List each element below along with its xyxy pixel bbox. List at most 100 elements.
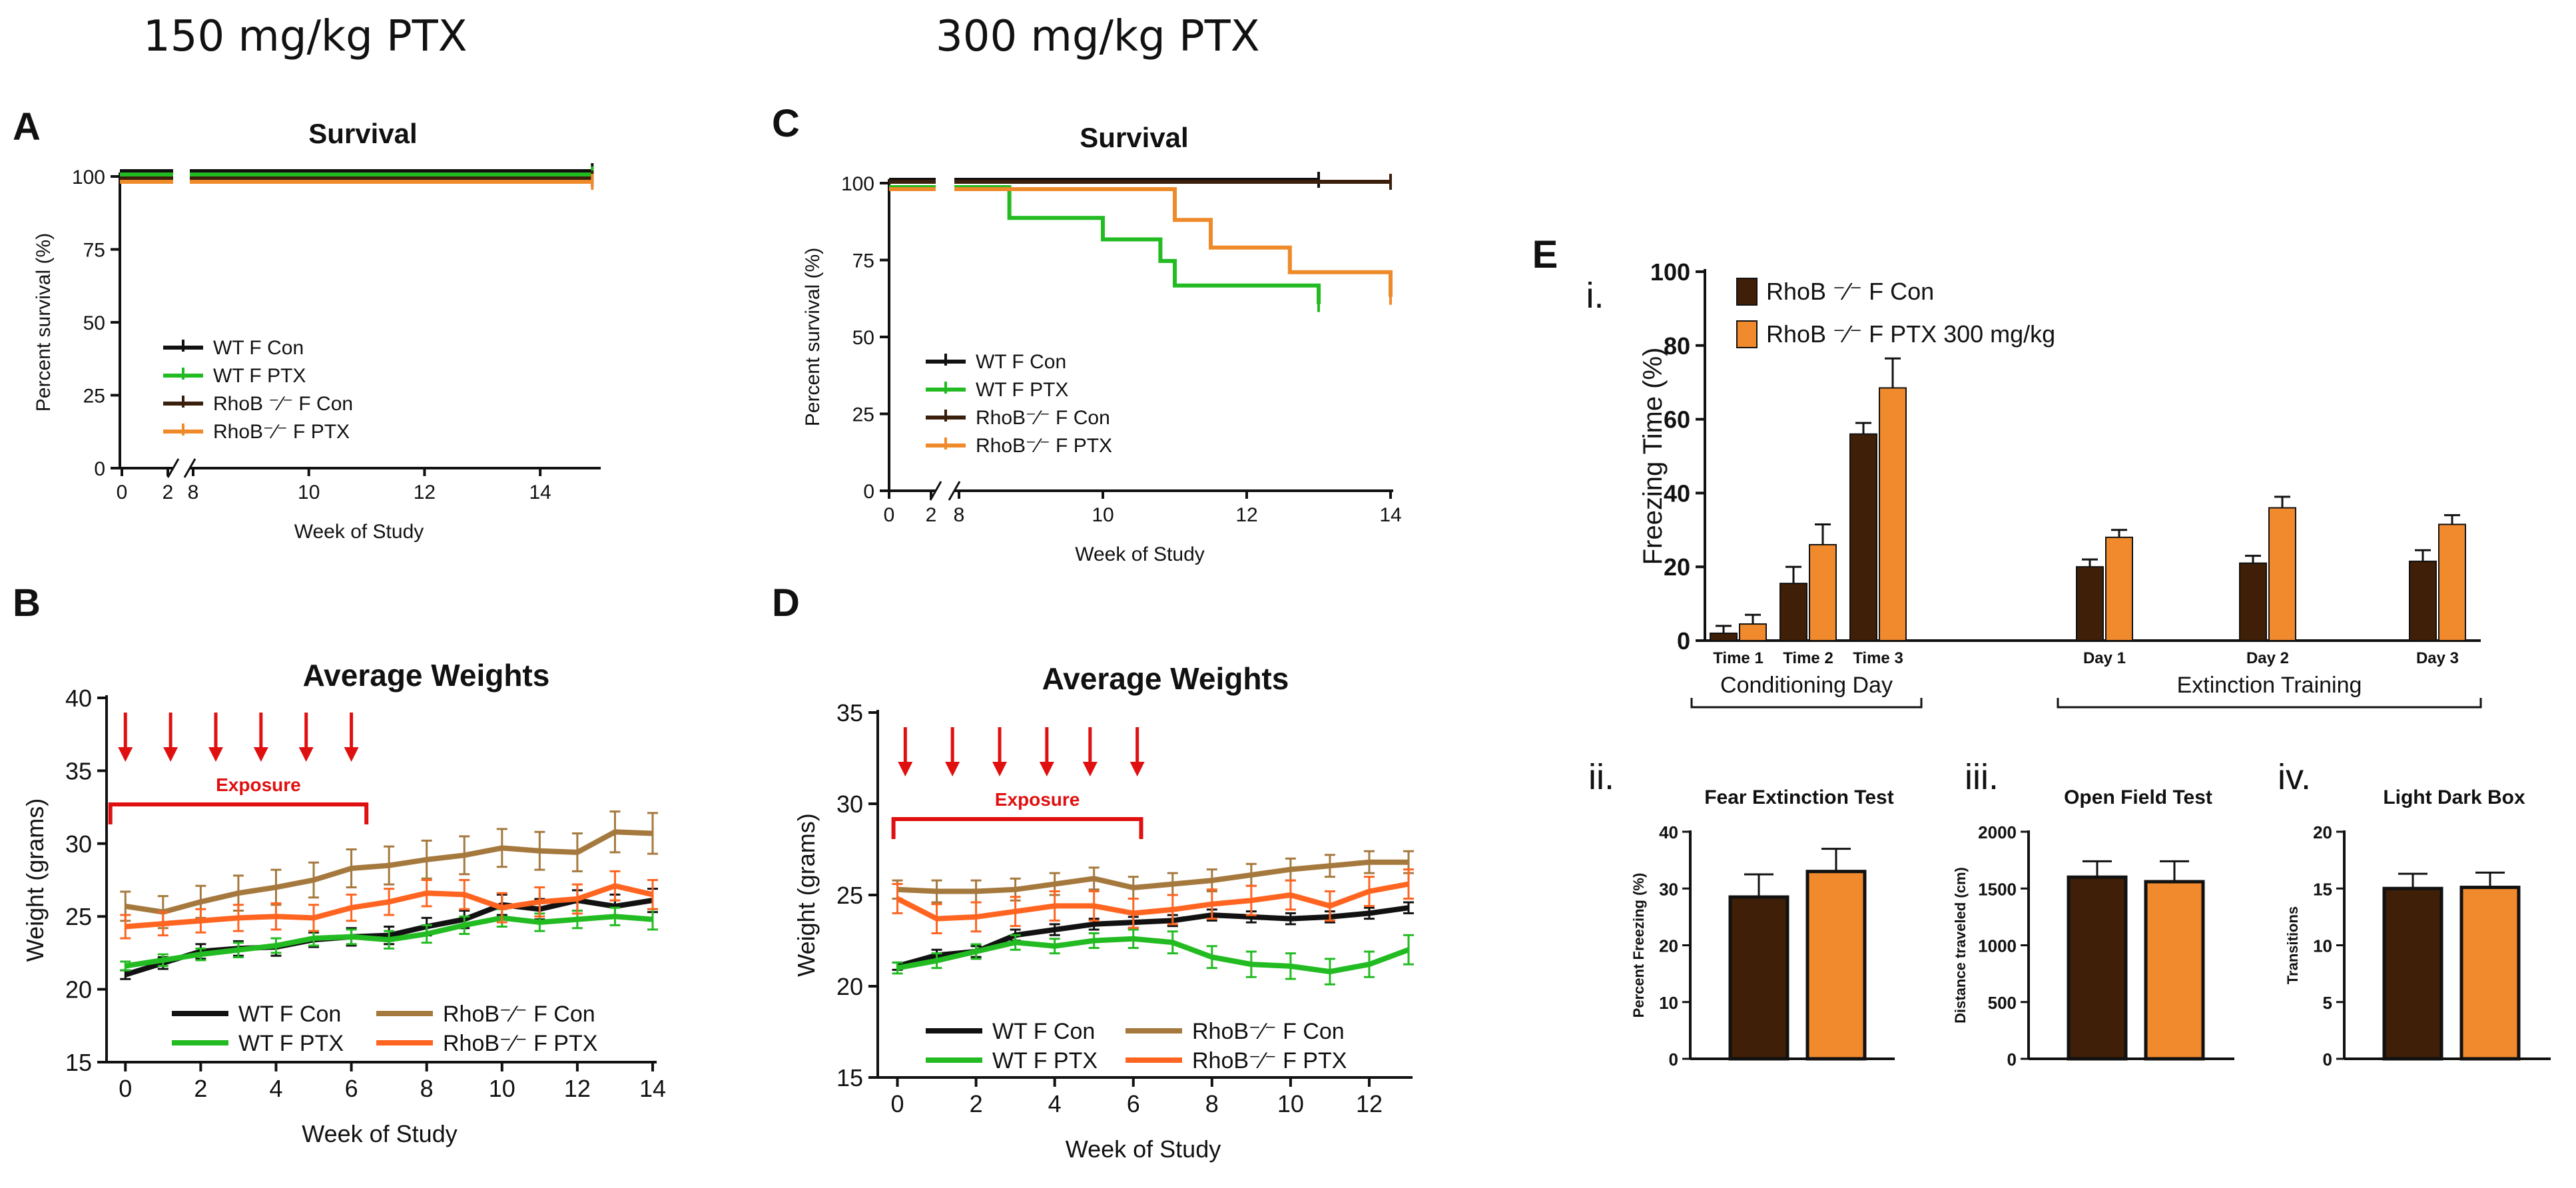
panel-roman: iii. <box>1965 757 1999 797</box>
x-tick-label: 14 <box>1379 504 1401 526</box>
exposure-bracket <box>891 817 1143 839</box>
bar <box>1739 623 1767 642</box>
y-tick-label: 80 <box>1664 332 1690 360</box>
y-tick-label: 100 <box>841 173 874 195</box>
bar <box>2076 566 2104 642</box>
exposure-arrow-head <box>945 762 960 776</box>
y-tick-label: 0 <box>863 481 874 503</box>
weight-line-wt-f-ptx <box>896 936 1410 975</box>
x-tick-label: Time 3 <box>1853 649 1903 667</box>
panel-roman: ii. <box>1588 757 1614 797</box>
y-tick-label: 0 <box>94 458 105 480</box>
legend-label: RhoB ⁻⁄⁻ F Con <box>213 393 353 415</box>
panel-A: 0 25 50 75 100 0 2 8 10 12 14 Week of Study Percent … <box>13 105 601 543</box>
legend-label: RhoB ⁻⁄⁻ F PTX 300 mg/kg <box>1766 320 2055 348</box>
bar-rhob-f-con <box>1728 895 1789 1061</box>
legend-label: RhoB⁻⁄⁻ F Con <box>443 1002 595 1027</box>
bar <box>2438 523 2466 641</box>
x-tick-label: 4 <box>1048 1090 1062 1117</box>
survival-line-wt-f-ptx <box>954 185 1321 304</box>
exposure-arrow-head <box>992 762 1008 776</box>
panel-B: 15 20 25 30 35 40 0 2 4 6 8 10 12 14 Week of Study Weig… <box>13 581 666 1147</box>
exposure-arrow-head <box>344 747 359 762</box>
bar-rhob-f-ptx-300-mg-kg <box>1805 870 1867 1061</box>
legend-label: WT F Con <box>213 337 304 359</box>
y-tick-label: 0 <box>1677 627 1690 655</box>
y-tick-label: 1500 <box>1978 879 2017 899</box>
y-axis-label: Transitions <box>2284 906 2301 984</box>
x-tick-label: 2 <box>162 481 174 503</box>
y-tick-label: 35 <box>65 757 92 784</box>
bar <box>1779 583 1807 642</box>
y-tick-label: 40 <box>1659 822 1678 842</box>
y-tick-label: 500 <box>1988 993 2017 1013</box>
x-tick-label: 14 <box>639 1075 666 1102</box>
legend-label: RhoB⁻⁄⁻ F PTX <box>213 421 350 443</box>
exposure-arrow-head <box>1039 762 1054 776</box>
panel-Ei: 0 20 40 60 80 100 Freezing Time (%) Ei. Time 1 Ti… <box>1532 233 2482 709</box>
bar-rhob-f-con <box>2067 875 2128 1061</box>
axis-break-mark <box>948 481 961 501</box>
y-tick-label: 0 <box>2323 1049 2332 1069</box>
legend-swatch <box>1736 320 1758 348</box>
legend-swatch <box>1736 278 1758 306</box>
y-tick-label: 0 <box>1669 1049 1678 1069</box>
x-tick-label: 14 <box>529 481 551 503</box>
x-tick-label: 8 <box>188 481 199 503</box>
panel-roman: i. <box>1586 276 1604 316</box>
y-tick-label: 2000 <box>1978 822 2017 842</box>
exposure-arrow-head <box>898 762 913 776</box>
x-axis-label: Week of Study <box>302 1120 457 1147</box>
y-tick-label: 10 <box>2313 936 2332 956</box>
panel-C: 0 25 50 75 100 0 2 8 10 12 14 Week of Study Percent … <box>772 102 1402 565</box>
bar <box>2409 560 2437 642</box>
group-bracket <box>2057 698 2482 709</box>
y-tick-label: 50 <box>852 327 874 349</box>
header-150: 150 mg/kg PTX <box>143 12 468 61</box>
x-tick-label: 12 <box>1356 1090 1383 1117</box>
x-tick-label: 2 <box>970 1090 983 1117</box>
chart-title: Light Dark Box <box>2383 786 2525 808</box>
x-tick-label: 0 <box>891 1090 904 1117</box>
y-tick-label: 75 <box>852 250 874 272</box>
exposure-arrow-head <box>1129 762 1145 776</box>
x-tick-label: 0 <box>117 481 128 503</box>
panel-Eiv: 0 5 10 15 20 Light Dark Box Transitions iv. <box>2278 757 2551 1069</box>
bar <box>1849 433 1877 641</box>
x-tick-label: 8 <box>954 504 965 526</box>
bar-rhob-f-con <box>2382 886 2443 1061</box>
legend-label: WT F Con <box>992 1019 1095 1044</box>
legend-label: RhoB ⁻⁄⁻ F Con <box>1766 278 1934 305</box>
y-tick-label: 20 <box>836 973 863 1000</box>
legend-label: WT F Con <box>238 1002 341 1027</box>
y-tick-label: 10 <box>1659 993 1678 1013</box>
exposure-label: Exposure <box>216 774 301 795</box>
y-tick-label: 35 <box>836 699 863 727</box>
y-tick-label: 100 <box>72 166 105 188</box>
x-tick-label: 2 <box>194 1075 207 1102</box>
bar <box>1710 632 1738 641</box>
x-tick-label: 2 <box>926 504 937 526</box>
legend-label: RhoB⁻⁄⁻ F PTX <box>443 1031 597 1056</box>
x-axis-label: Week of Study <box>1075 543 1205 565</box>
x-tick-label: Time 1 <box>1713 649 1764 667</box>
panel-D: 15 20 25 30 35 0 2 4 6 8 10 12 Week of Study Weight (… <box>772 581 1414 1163</box>
y-tick-label: 25 <box>65 903 92 930</box>
exposure-arrow-head <box>208 747 223 762</box>
x-tick-label: 8 <box>420 1075 434 1102</box>
legend-label: RhoB⁻⁄⁻ F Con <box>976 407 1110 429</box>
x-tick-label: 10 <box>1277 1090 1304 1117</box>
group-label: Extinction Training <box>2177 673 2362 698</box>
x-tick-label: Day 1 <box>2083 649 2126 667</box>
x-axis-label: Week of Study <box>294 521 424 543</box>
legend-label: WT F PTX <box>992 1048 1098 1073</box>
axis-break-mark <box>166 458 180 478</box>
panel-letter: E <box>1532 233 1558 276</box>
y-tick-label: 30 <box>65 830 92 858</box>
bar <box>1879 387 1907 641</box>
x-tick-label: 0 <box>119 1075 132 1102</box>
weight-line-rhob-f-con <box>897 859 1409 894</box>
y-tick-label: 40 <box>1664 479 1690 507</box>
y-axis-label: Percent survival (%) <box>802 248 824 426</box>
